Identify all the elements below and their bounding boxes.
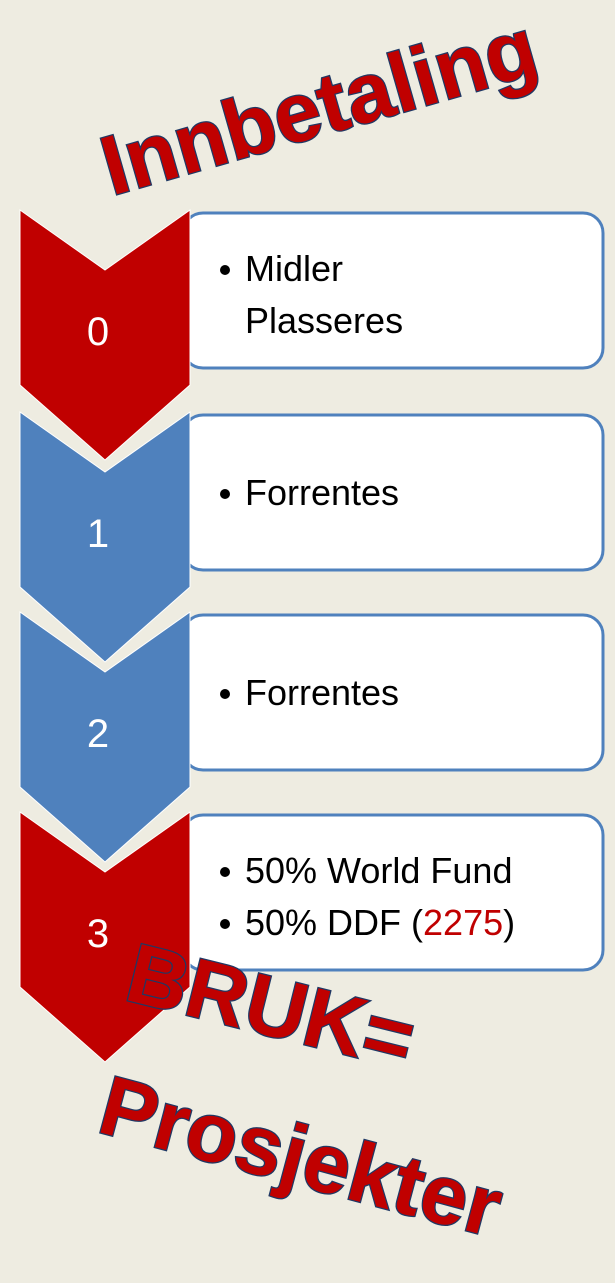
item-part: 2275 xyxy=(423,902,503,943)
chevron-group: 3 xyxy=(19,811,191,1063)
item-text: Forrentes xyxy=(245,672,399,713)
chevron-group: 2 xyxy=(19,611,191,863)
bullet xyxy=(220,489,230,499)
chevron xyxy=(19,411,191,663)
item-text: Forrentes xyxy=(245,472,399,513)
item-part: 50% DDF ( xyxy=(245,902,423,943)
step-number: 0 xyxy=(87,310,109,354)
step-box xyxy=(181,211,605,370)
chevron xyxy=(19,209,191,461)
step-box xyxy=(181,813,605,972)
steps: Midler Plasseres Forrentes Forrentes 50% Wor… xyxy=(19,209,605,1063)
bullet xyxy=(220,867,230,877)
chevron xyxy=(19,811,191,1063)
item-text: 50% DDF (2275) xyxy=(245,902,515,943)
bullet xyxy=(220,689,230,699)
step-number: 2 xyxy=(87,712,109,756)
bullet xyxy=(220,919,230,929)
step-number: 1 xyxy=(87,512,109,556)
chevron-group: 0 xyxy=(19,209,191,461)
step-number: 3 xyxy=(87,912,109,956)
item-part: ) xyxy=(503,902,515,943)
item-text: Plasseres xyxy=(245,300,403,341)
boxes: Midler Plasseres Forrentes Forrentes 50% Wor… xyxy=(181,211,605,972)
bullet xyxy=(220,265,230,275)
item-text: Midler xyxy=(245,248,343,289)
chevron xyxy=(19,611,191,863)
item-text: 50% World Fund xyxy=(245,850,512,891)
chevron-group: 1 xyxy=(19,411,191,663)
chevrons: 3 2 1 0 xyxy=(19,209,191,1063)
